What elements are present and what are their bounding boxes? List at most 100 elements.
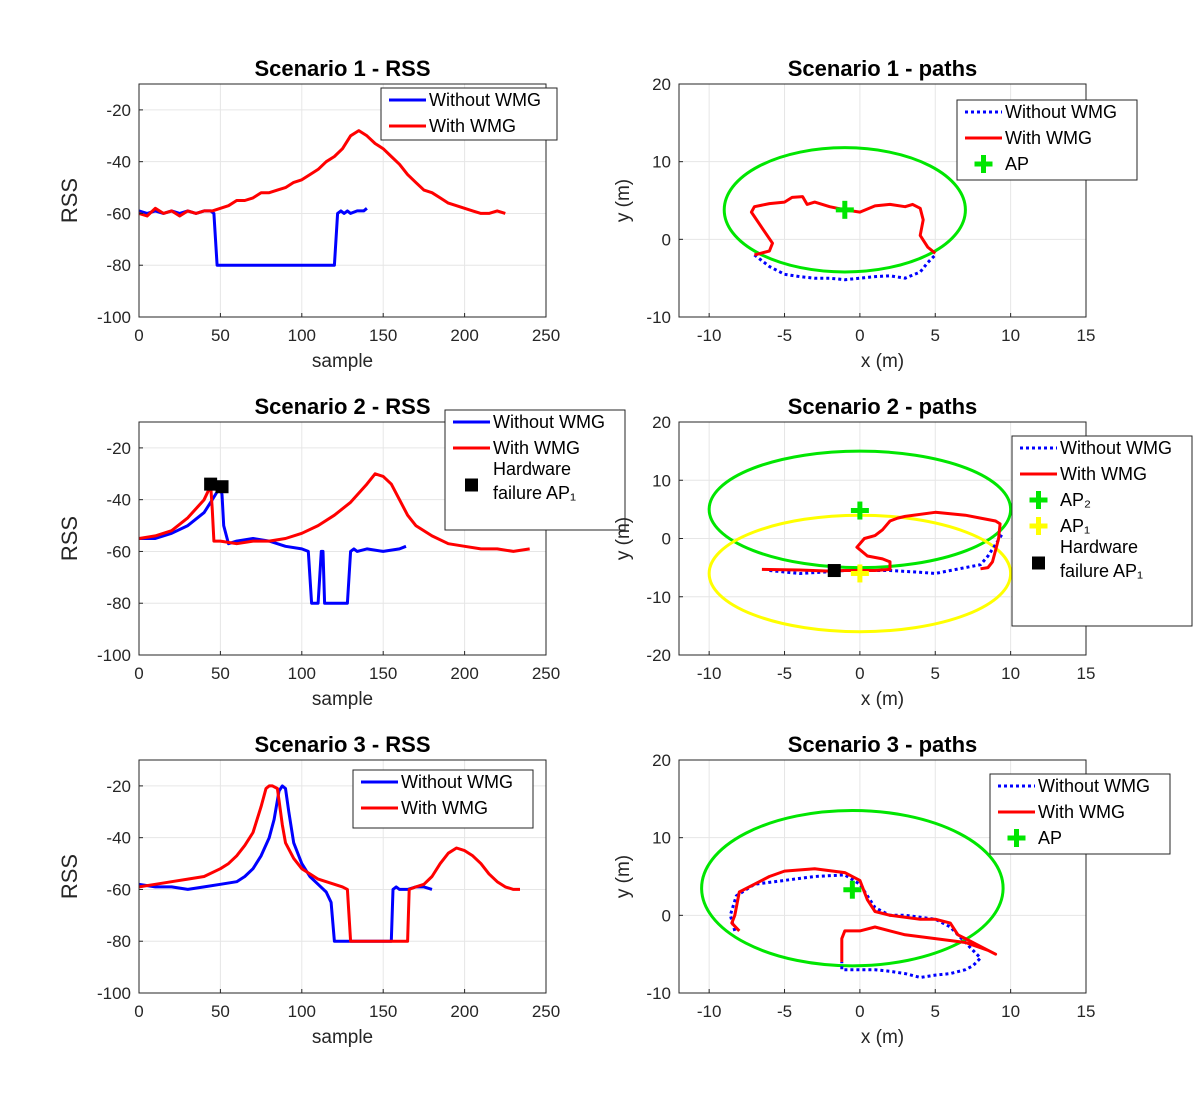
x-axis-label: sample [312, 351, 373, 372]
series-line-with-wmg [749, 195, 937, 257]
legend-label: With WMG [1060, 464, 1147, 484]
x-axis-label: x (m) [861, 689, 904, 710]
y-axis-label: RSS [57, 854, 82, 899]
y-tick-label: 10 [652, 471, 671, 490]
y-tick-label: -20 [106, 777, 131, 796]
x-axis-label: x (m) [861, 1027, 904, 1048]
x-tick-label: 200 [450, 664, 478, 683]
plot-area [139, 129, 506, 267]
y-tick-label: 0 [662, 230, 671, 249]
x-tick-label: -5 [777, 664, 792, 683]
axes-box [678, 83, 1087, 318]
y-tick-label: -80 [106, 256, 131, 275]
series-line-without-wmg [139, 207, 368, 267]
series-line-without-wmg [769, 531, 1005, 575]
legend: Without WMG With WMG [352, 769, 534, 829]
x-tick-label: 0 [134, 1002, 143, 1021]
legend-box [352, 769, 534, 829]
y-tick-label: -100 [97, 308, 131, 327]
legend-label: Without WMG [493, 412, 605, 432]
y-tick-label: 0 [662, 906, 671, 925]
legend: Without WMG With WMG AP [956, 99, 1138, 181]
x-tick-label: 0 [855, 326, 864, 345]
y-tick-label: 20 [652, 413, 671, 432]
y-axis-label: RSS [57, 178, 82, 223]
y-tick-label: -10 [646, 984, 671, 1003]
plot-area [722, 146, 967, 282]
legend-label: Hardware [1060, 537, 1138, 557]
x-tick-label: 200 [450, 326, 478, 345]
legend-label: AP₂ [1060, 490, 1091, 510]
x-tick-label: 100 [288, 1002, 316, 1021]
x-tick-label: 0 [855, 664, 864, 683]
axes-box [138, 759, 547, 994]
x-tick-label: 5 [931, 664, 940, 683]
legend-label: With WMG [401, 798, 488, 818]
series-line-without-wmg [139, 485, 407, 605]
x-tick-label: 10 [1001, 664, 1020, 683]
y-tick-label: -100 [97, 646, 131, 665]
plot-area [139, 472, 530, 605]
chart-s1path: -10 -5 0 5 10 15 -10 0 10 20 Scenario 1 - paths x (… [613, 56, 1138, 372]
y-axis-label: y (m) [613, 517, 634, 560]
y-tick-label: -20 [106, 439, 131, 458]
legend-box [444, 409, 626, 531]
x-tick-label: 150 [369, 664, 397, 683]
legend-label: Without WMG [429, 90, 541, 110]
series-line-with-wmg [139, 129, 506, 218]
y-tick-label: -40 [106, 829, 131, 848]
legend-box [956, 99, 1138, 181]
y-tick-label: -80 [106, 932, 131, 951]
x-tick-label: 5 [931, 326, 940, 345]
y-tick-label: 20 [652, 751, 671, 770]
legend-label: AP [1005, 154, 1029, 174]
chart-title: Scenario 1 - paths [788, 56, 978, 81]
x-tick-label: 100 [288, 664, 316, 683]
legend-label: Without WMG [1060, 438, 1172, 458]
y-axis-label: RSS [57, 516, 82, 561]
plot-area [707, 449, 1013, 634]
legend-label: Without WMG [401, 772, 513, 792]
marker-hardware-failure-ap1 [215, 480, 229, 494]
coverage-circle [722, 146, 967, 274]
legend-box [380, 87, 558, 141]
marker-hardware-failure-ap1 [827, 564, 841, 578]
legend-box [989, 773, 1171, 855]
series-line-with-wmg [730, 867, 998, 962]
legend-label: failure AP₁ [1060, 561, 1143, 581]
legend-swatch [1032, 556, 1045, 570]
x-tick-label: 10 [1001, 1002, 1020, 1021]
y-tick-label: 10 [652, 153, 671, 172]
y-tick-label: -20 [106, 101, 131, 120]
y-tick-label: -60 [106, 204, 131, 223]
y-axis-label: y (m) [613, 179, 634, 222]
x-tick-label: 250 [532, 326, 560, 345]
y-tick-label: -10 [646, 588, 671, 607]
axes-box [678, 759, 1087, 994]
legend-label: Without WMG [1038, 776, 1150, 796]
y-tick-label: -20 [646, 646, 671, 665]
y-axis-label: y (m) [613, 855, 634, 898]
x-tick-label: 50 [211, 1002, 230, 1021]
axes-box [138, 421, 547, 656]
plot-area [700, 808, 1005, 979]
legend-label: With WMG [1038, 802, 1125, 822]
x-tick-label: 200 [450, 1002, 478, 1021]
x-tick-label: 0 [855, 1002, 864, 1021]
x-tick-label: 50 [211, 664, 230, 683]
x-tick-label: 150 [369, 326, 397, 345]
legend: Without WMG With WMG AP [989, 773, 1171, 855]
chart-title: Scenario 2 - RSS [254, 394, 430, 419]
y-tick-label: -80 [106, 594, 131, 613]
x-tick-label: 5 [931, 1002, 940, 1021]
x-tick-label: 250 [532, 1002, 560, 1021]
chart-s2path: -10 -5 0 5 10 15 -20 -10 0 10 20 Scenario 2 - paths… [613, 394, 1193, 710]
legend-label: With WMG [429, 116, 516, 136]
x-tick-label: 0 [134, 326, 143, 345]
plot-area [139, 784, 520, 943]
x-tick-label: 250 [532, 664, 560, 683]
y-tick-label: -10 [646, 308, 671, 327]
y-tick-label: 20 [652, 75, 671, 94]
